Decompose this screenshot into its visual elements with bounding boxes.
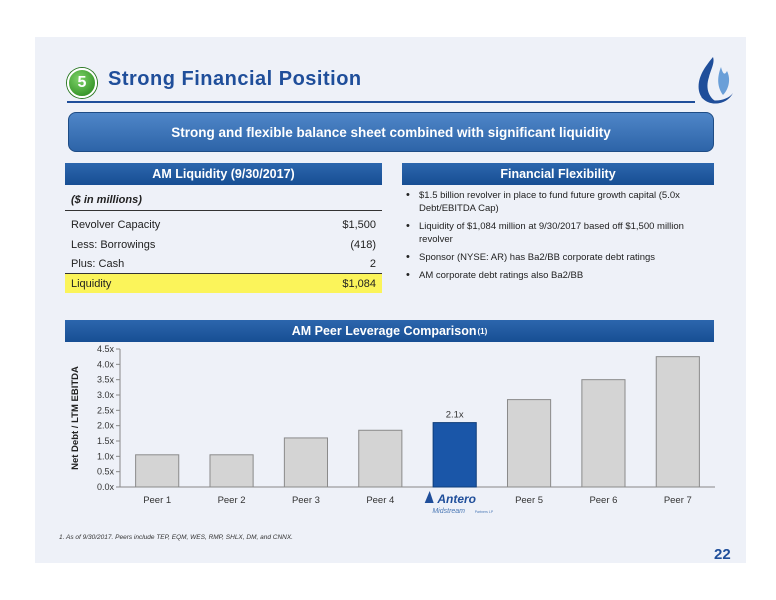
y-tick-label: 1.0x [97,451,115,461]
bullet-text: Sponsor (NYSE: AR) has Ba2/BB corporate … [419,252,656,263]
flexibility-bullets: • $1.5 billion revolver in place to fund … [403,189,719,287]
antero-logo-wordmark: Antero [436,492,476,506]
bar-peer [135,454,180,488]
bullet-dot-icon: • [406,189,410,201]
bullet-text: Liquidity of $1,084 million at 9/30/2017… [419,221,684,245]
flexibility-heading: Financial Flexibility [402,163,714,185]
liquidity-row-value: $1,500 [342,219,376,231]
y-tick-label: 0.5x [97,467,115,477]
bullet-dot-icon: • [406,220,410,232]
bullet-text: $1.5 billion revolver in place to fund f… [419,190,680,214]
liquidity-units: ($ in millions) [65,194,382,211]
bullet-item: • AM corporate debt ratings also Ba2/BB [403,269,719,282]
y-tick-label: 2.0x [97,421,115,431]
peer-chart-title: AM Peer Leverage Comparison [291,324,477,338]
bullet-text: AM corporate debt ratings also Ba2/BB [419,270,584,281]
bar-antero-midstream [432,422,477,488]
liquidity-row: Less: Borrowings (418) [65,235,382,255]
title-divider [67,101,695,103]
bar-peer [283,437,329,488]
summary-banner: Strong and flexible balance sheet combin… [68,112,714,152]
liquidity-total-row: Liquidity $1,084 [65,273,382,293]
liquidity-row-label: Plus: Cash [71,258,125,270]
bar-peer [581,379,626,488]
page-title: Strong Financial Position [108,68,362,90]
x-tick-label: Peer 4 [366,495,394,506]
y-tick-label: 4.0x [97,359,115,369]
bullet-item: • Liquidity of $1,084 million at 9/30/201… [403,220,719,246]
liquidity-row: Revolver Capacity $1,500 [65,215,382,235]
bar-peer [655,356,700,488]
peer-chart-heading: AM Peer Leverage Comparison (1) [65,320,714,342]
bar-peer [209,454,254,488]
peer-chart-footnote-ref: (1) [477,326,488,336]
slide: 5 Strong Financial Position Strong and f… [35,37,746,563]
bullet-dot-icon: • [406,251,410,263]
bullet-item: • $1.5 billion revolver in place to fund … [403,189,719,215]
liquidity-row-value: $1,084 [342,277,376,290]
x-tick-label: Peer 3 [292,495,320,506]
bar-peer [506,399,552,488]
x-tick-label: Peer 5 [515,495,543,506]
y-tick-label: 2.5x [97,405,115,415]
y-tick-label: 3.5x [97,375,115,385]
liquidity-row-label: Liquidity [71,277,112,290]
bar-peer [358,429,403,488]
x-tick-label: Peer 7 [664,495,692,506]
bar-data-label: 2.1x [446,410,464,421]
liquidity-row-value: 2 [369,258,376,270]
liquidity-row-label: Revolver Capacity [71,219,161,231]
y-axis-title: Net Debt / LTM EBITDA [70,366,81,470]
y-tick-label: 3.0x [97,390,115,400]
antero-flame-logo-icon [698,57,733,104]
liquidity-row-value: (418) [350,239,376,251]
antero-logo-subtitle: Midstream [432,508,465,515]
antero-logo-suffix: Partners LP [475,510,494,514]
page-number: 22 [714,546,731,563]
liquidity-row: Plus: Cash 2 [65,254,382,274]
x-tick-label: Peer 6 [589,495,617,506]
y-tick-label: 0.0x [97,482,115,492]
bullet-item: • Sponsor (NYSE: AR) has Ba2/BB corporate… [403,251,719,264]
liquidity-heading: AM Liquidity (9/30/2017) [65,163,382,185]
liquidity-row-label: Less: Borrowings [71,239,156,251]
antero-logo-mark-icon [424,491,434,503]
y-tick-label: 4.5x [97,344,115,354]
step-badge: 5 [67,68,97,98]
peer-leverage-chart-svg: 0.0x 0.5x 1.0x 1.5x 2.0x 2.5x 3.0x 3.5x 4.0x 4.5x… [70,344,715,515]
peer-leverage-chart: 0.0x 0.5x 1.0x 1.5x 2.0x 2.5x 3.0x 3.5x 4.0x 4.5x… [65,339,725,534]
x-tick-label: Peer 1 [143,495,171,506]
y-tick-label: 1.5x [97,436,115,446]
x-tick-label: Peer 2 [218,495,246,506]
bullet-dot-icon: • [406,269,410,281]
footnote: 1. As of 9/30/2017. Peers include TEP, E… [59,534,293,541]
